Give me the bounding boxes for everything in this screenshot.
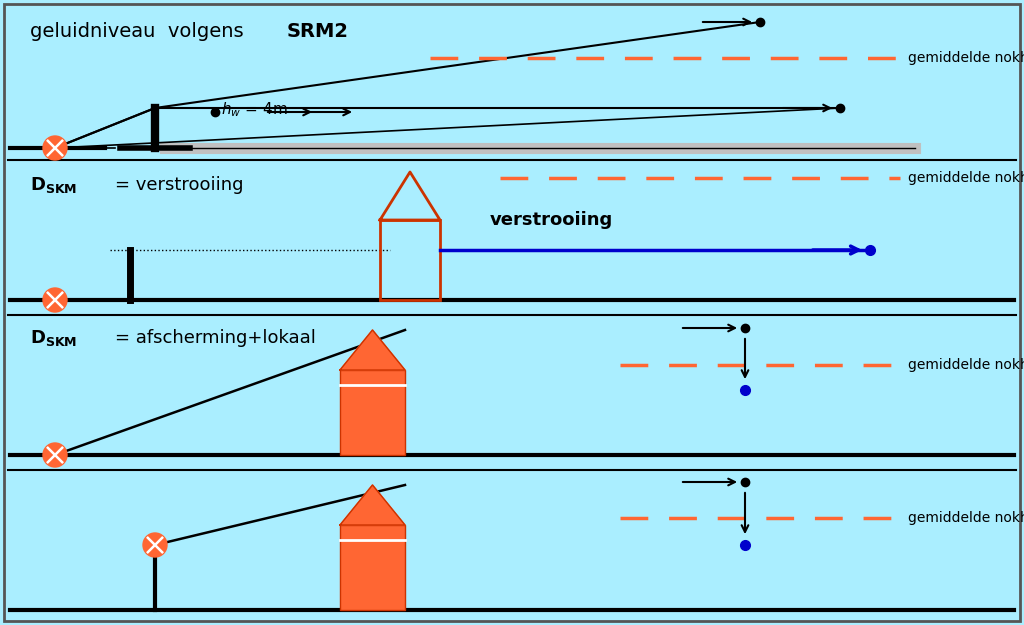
Text: $h_w$ = 4m: $h_w$ = 4m (221, 101, 288, 119)
Bar (340, 370, 406, 455)
Text: verstrooiing: verstrooiing (490, 211, 613, 229)
Text: $\mathbf{D_{SKM}}$: $\mathbf{D_{SKM}}$ (30, 175, 78, 195)
Text: gemiddelde nokhoogte: gemiddelde nokhoogte (908, 51, 1024, 65)
Bar (340, 525, 406, 610)
Text: = verstrooiing: = verstrooiing (115, 176, 244, 194)
Polygon shape (340, 485, 406, 525)
Text: geluidniveau  volgens: geluidniveau volgens (30, 22, 250, 41)
Text: SRM2: SRM2 (287, 22, 349, 41)
Circle shape (43, 136, 67, 160)
Text: = afscherming+lokaal: = afscherming+lokaal (115, 329, 315, 347)
Polygon shape (340, 330, 406, 370)
Bar (380, 220, 440, 300)
Text: gemiddelde nokhoogte: gemiddelde nokhoogte (908, 511, 1024, 525)
Text: gemiddelde nokhoogte: gemiddelde nokhoogte (908, 171, 1024, 185)
Circle shape (43, 443, 67, 467)
Circle shape (143, 533, 167, 557)
Circle shape (43, 288, 67, 312)
Text: gemiddelde nokhoogte: gemiddelde nokhoogte (908, 358, 1024, 372)
Text: $\mathbf{D_{SKM}}$: $\mathbf{D_{SKM}}$ (30, 328, 78, 348)
